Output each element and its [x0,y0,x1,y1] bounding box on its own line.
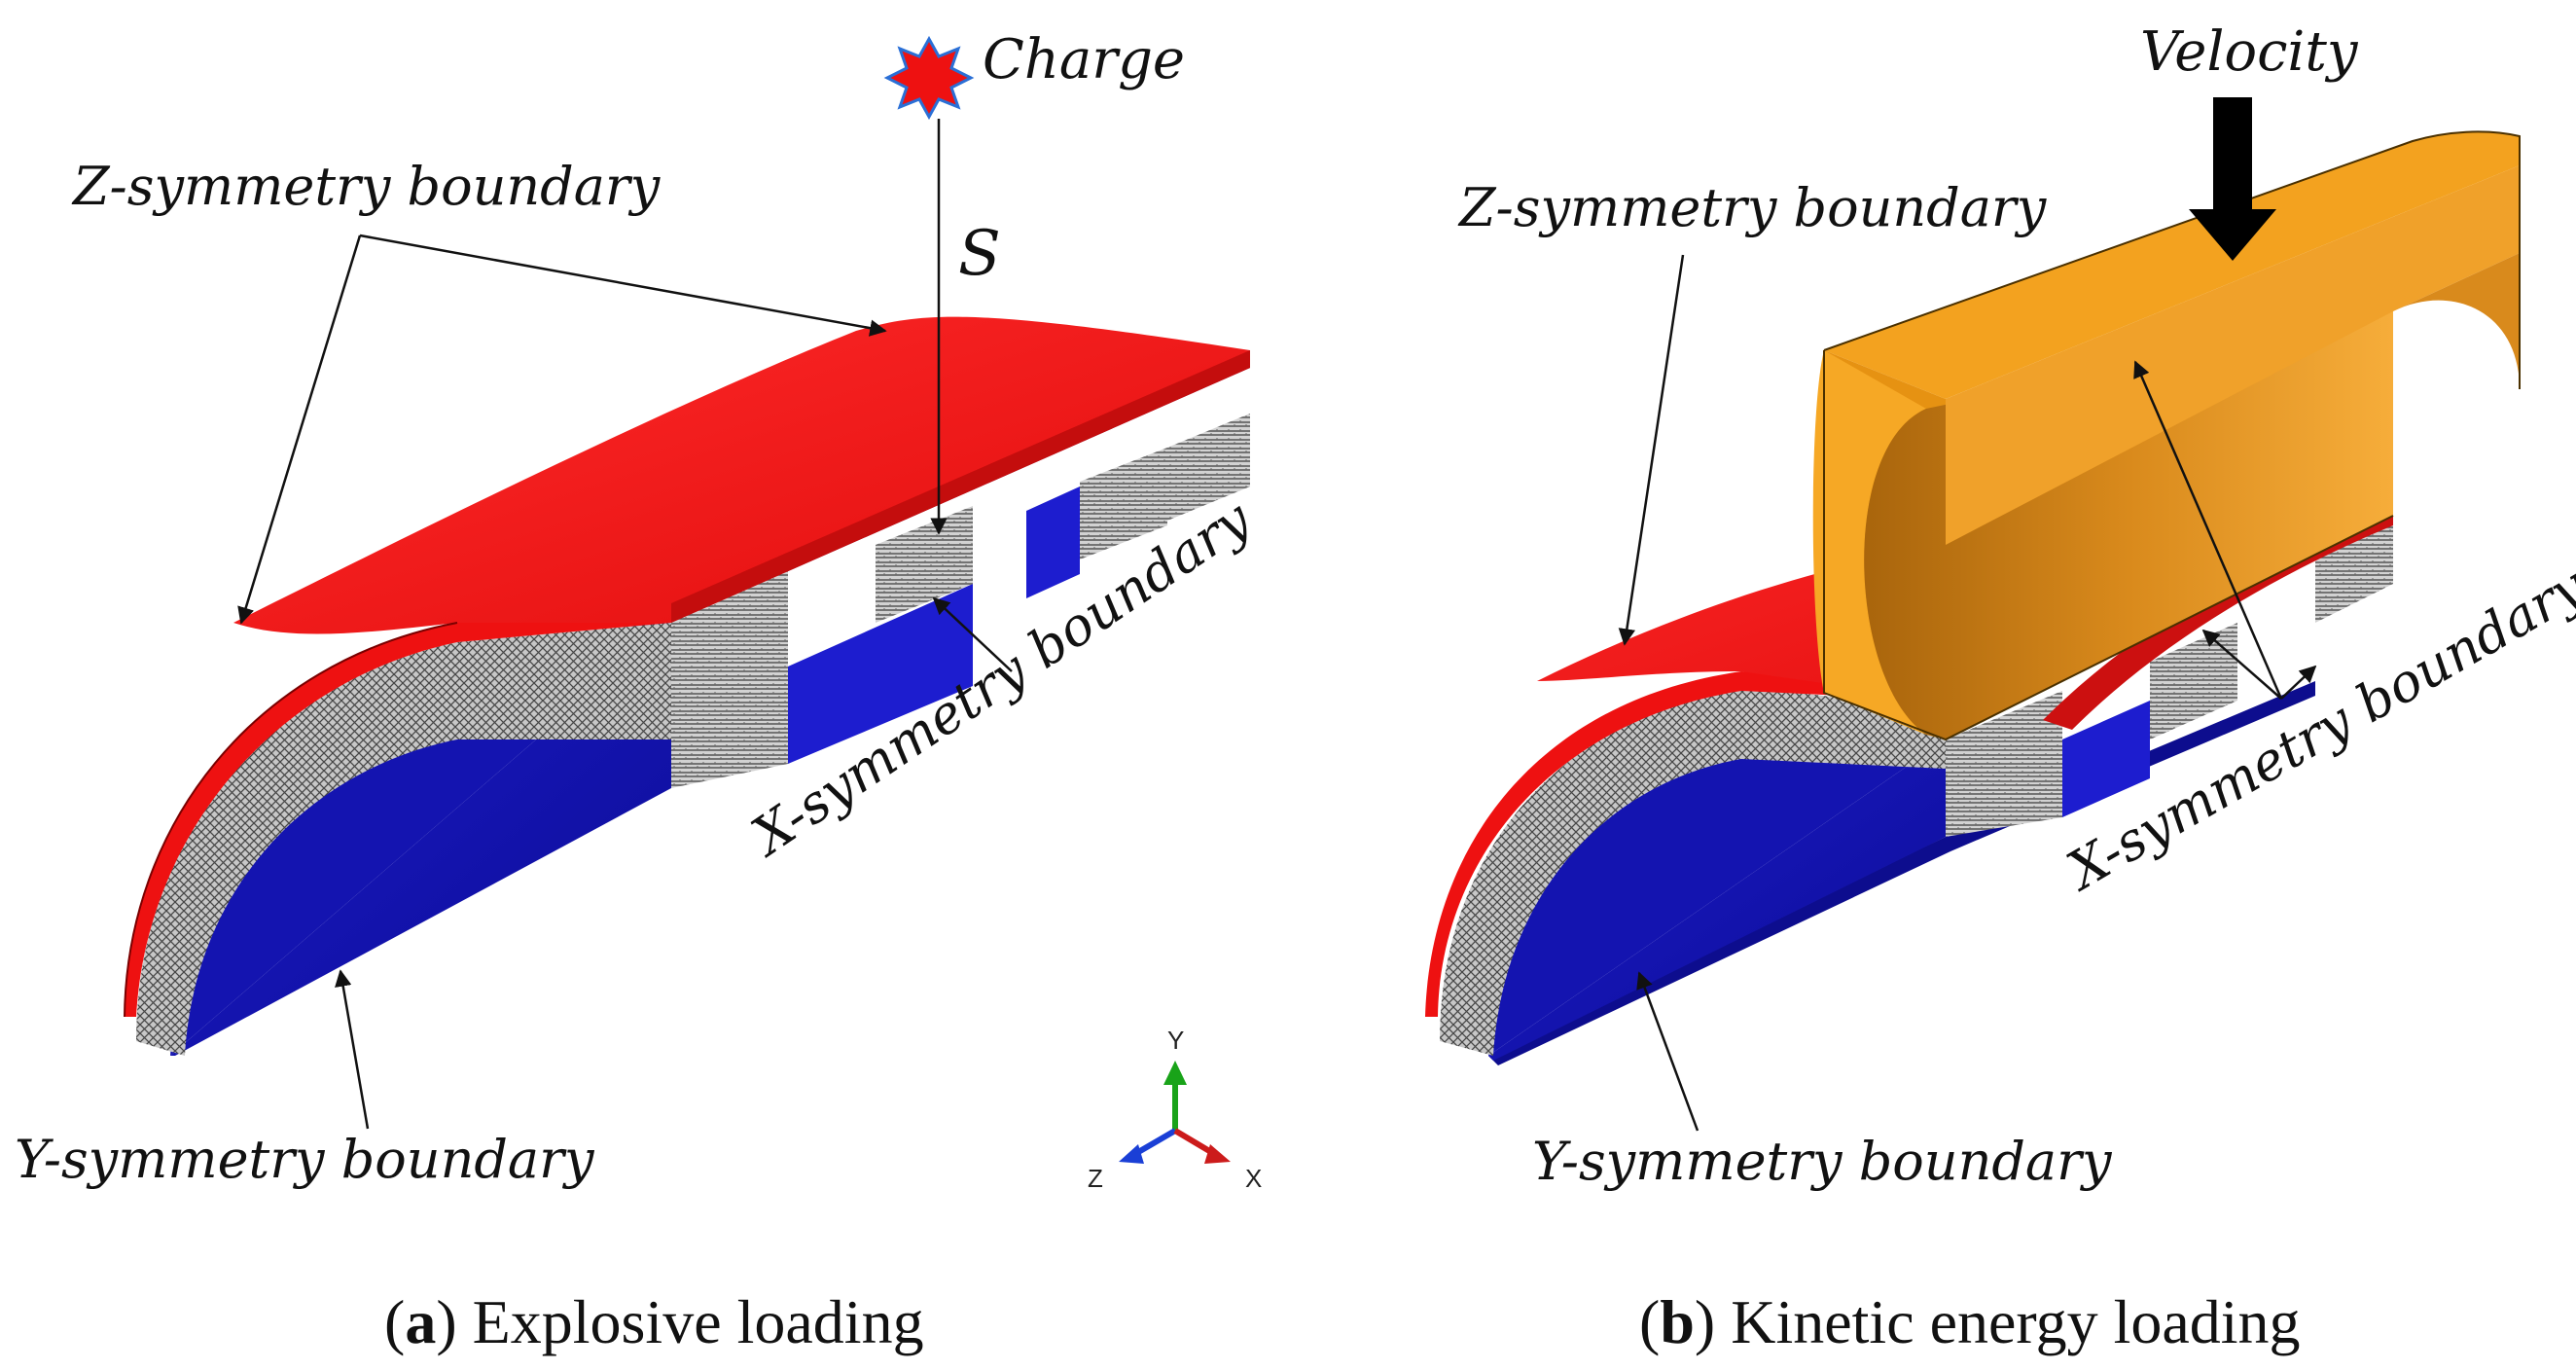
core-stack-2-a [876,506,973,623]
core-stack-1-b [1946,691,2062,837]
face-sheet-top-a [233,316,1250,634]
axis-x-arrow-icon [1204,1144,1231,1164]
standoff-label: S [958,218,1001,290]
y-symmetry-arrow-b [1636,971,1699,1132]
caption-a: (a) Explosive loading [384,1287,924,1356]
caption-b-letter: b [1660,1287,1695,1356]
z-symmetry-label-a: Z-symmetry boundary [71,156,662,217]
caption-a-open-paren: ( [384,1287,405,1356]
y-symmetry-arrow-a [335,969,370,1130]
z-symmetry-arrow-a2 [359,234,887,337]
z-symmetry-arrow-a1 [237,234,362,625]
caption-a-close-paren: ) [436,1287,456,1356]
core-layer-a [136,623,671,1056]
x-symmetry-arrow-b2 [2201,629,2282,700]
charge-burst-icon [883,35,975,121]
core-stack-3-a [1080,448,1167,559]
core-stack-1-a [671,569,788,788]
caption-b-close-paren: ) [1695,1287,1715,1356]
projectile [1812,130,2521,741]
charge-label: Charge [983,28,1185,91]
velocity-label: Velocity [2140,20,2359,84]
charge-marker [883,35,975,121]
core-stack-2-b [2150,623,2237,739]
blue-block-2-a [1026,487,1080,598]
core-stack-4-a [1167,414,1250,521]
deformed-face-sheet-b [2043,506,2393,730]
caption-b-open-paren: ( [1639,1287,1660,1356]
face-sheet-top-edge-a [671,350,1250,623]
core-layer-b [1440,686,1946,1056]
back-sheet-side-b [1488,739,1946,1061]
caption-b-text: Kinetic energy loading [1731,1287,2300,1356]
projectile-top [1824,131,2520,399]
blue-block-b [2062,701,2150,817]
axis-z-label: Z [1088,1164,1103,1193]
projectile-right-end [2393,253,2520,389]
projectile-outline [1823,130,2521,741]
axis-y-label: Y [1167,1026,1184,1055]
projectile-end-ring [1812,350,1926,735]
axis-x-label: X [1245,1164,1262,1193]
x-symmetry-arrow-b3 [2280,665,2317,700]
velocity-arrow-icon [2189,97,2276,261]
x-symmetry-arrow-b1 [2133,360,2283,700]
axis-z-line [1131,1128,1177,1158]
y-symmetry-label-a: Y-symmetry boundary [15,1129,595,1190]
face-sheet-outline-a [124,622,458,1018]
y-symmetry-label-b: Y-symmetry boundary [1532,1131,2113,1192]
caption-b: (b) Kinetic energy loading [1639,1287,2301,1356]
blue-block-1-a [788,584,973,764]
z-symmetry-label-b: Z-symmetry boundary [1457,177,2048,238]
face-sheet-end-b [1425,671,1946,1017]
panel-a [124,316,1250,1056]
axis-triad: Y Z X [1088,1026,1262,1193]
caption-a-text: Explosive loading [473,1287,924,1356]
axis-z-arrow-icon [1119,1144,1144,1164]
z-symmetry-arrow-b [1618,254,1685,646]
projectile-far-wall [1946,165,2520,545]
caption-a-letter: a [405,1287,436,1356]
axis-y-arrow-icon [1163,1061,1187,1085]
x-symmetry-arrow-a [932,596,1013,672]
